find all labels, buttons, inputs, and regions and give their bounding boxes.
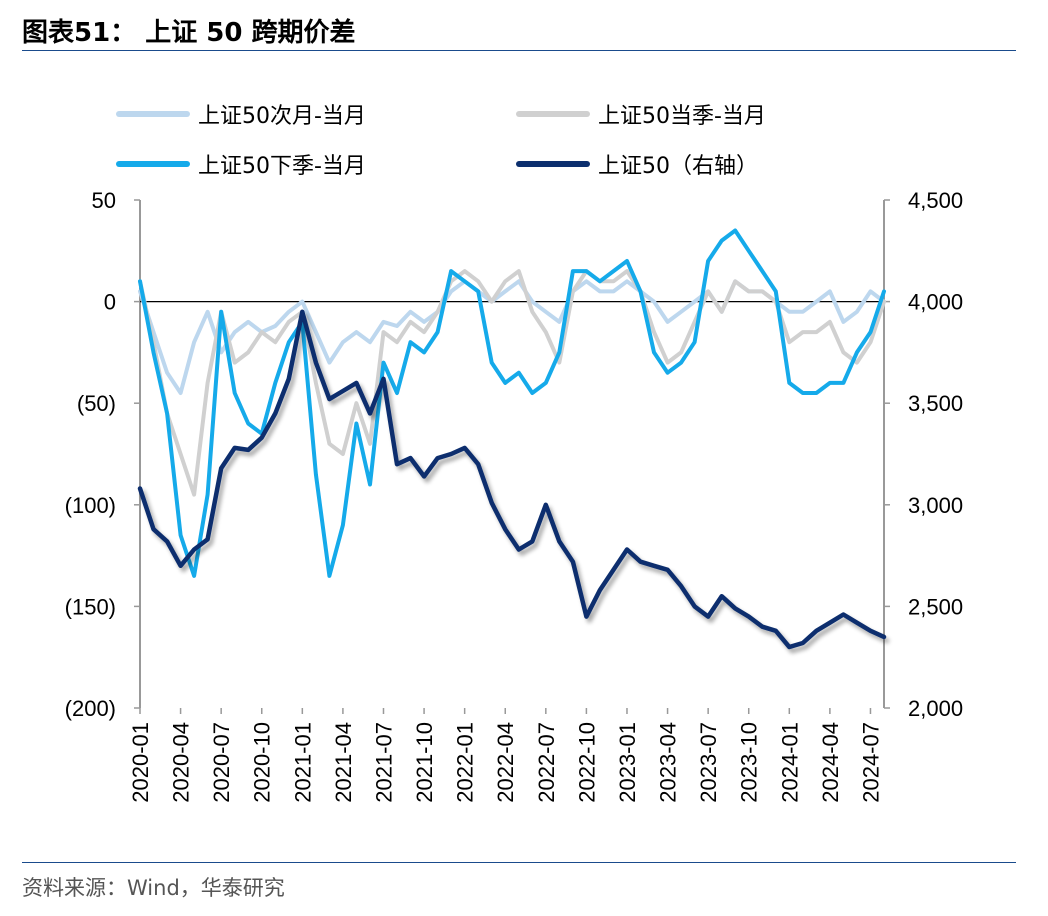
tick-labels-group: 50 0 (50) (100) (150) (200) 4,500 4,000 3,500 3,0… [65, 188, 963, 803]
source-note: 资料来源：Wind，华泰研究 [22, 876, 285, 900]
legend-swatch-series-2 [516, 111, 590, 117]
x-tick-label: 2023-10 [737, 722, 762, 803]
legend-item-series-4: 上证50（右轴） [516, 148, 758, 180]
right-tick-label: 2,500 [908, 594, 963, 619]
series-line-2 [138, 269, 886, 497]
x-tick-label: 2020-10 [250, 722, 275, 803]
chart-legend: 上证50次月-当月 上证50当季-当月 上证50下季-当月 上证50（右轴） [0, 90, 1048, 190]
legend-label-series-1: 上证50次月-当月 [198, 104, 366, 129]
legend-item-series-2: 上证50当季-当月 [516, 98, 766, 130]
legend-label-series-4: 上证50（右轴） [598, 154, 758, 179]
legend-swatch-series-4 [516, 161, 590, 167]
x-tick-label: 2021-07 [371, 722, 396, 803]
legend-label-series-2: 上证50当季-当月 [598, 104, 766, 129]
x-tick-label: 2022-04 [493, 722, 518, 803]
top-divider [22, 50, 1016, 51]
x-tick-label: 2024-01 [777, 722, 802, 803]
legend-swatch-series-3 [116, 161, 190, 167]
legend-swatch-series-1 [116, 111, 190, 117]
right-tick-label: 4,000 [908, 290, 963, 315]
left-tick-label: (100) [65, 493, 116, 518]
figure-title: 图表51： 上证 50 跨期价差 [22, 18, 356, 48]
legend-label-series-3: 上证50下季-当月 [198, 154, 366, 179]
x-tick-label: 2020-07 [209, 722, 234, 803]
x-tick-label: 2021-04 [331, 722, 356, 803]
x-tick-label: 2023-07 [696, 722, 721, 803]
right-tick-label: 4,500 [908, 188, 963, 213]
left-tick-label: (200) [65, 696, 116, 721]
legend-item-series-1: 上证50次月-当月 [116, 98, 366, 130]
x-tick-label: 2022-01 [453, 722, 478, 803]
bottom-divider [22, 862, 1016, 863]
right-tick-label: 3,500 [908, 391, 963, 416]
x-tick-label: 2022-10 [574, 722, 599, 803]
x-tick-label: 2023-04 [656, 722, 681, 803]
x-tick-label: 2020-04 [169, 722, 194, 803]
left-tick-label: 0 [104, 290, 116, 315]
right-tick-label: 2,000 [908, 696, 963, 721]
x-tick-label: 2024-07 [858, 722, 883, 803]
left-tick-label: (150) [65, 594, 116, 619]
x-tick-label: 2022-07 [534, 722, 559, 803]
right-tick-label: 3,000 [908, 493, 963, 518]
left-tick-label: 50 [92, 188, 116, 213]
x-tick-label: 2023-01 [615, 722, 640, 803]
series-line-3 [138, 228, 886, 578]
x-tick-label: 2021-10 [412, 722, 437, 803]
legend-item-series-3: 上证50下季-当月 [116, 148, 366, 180]
x-tick-label: 2020-01 [128, 722, 153, 803]
x-tick-label: 2024-04 [818, 722, 843, 803]
x-tick-label: 2021-01 [290, 722, 315, 803]
series-line-4 [137, 309, 887, 650]
left-tick-label: (50) [77, 391, 116, 416]
series-group [137, 228, 887, 650]
